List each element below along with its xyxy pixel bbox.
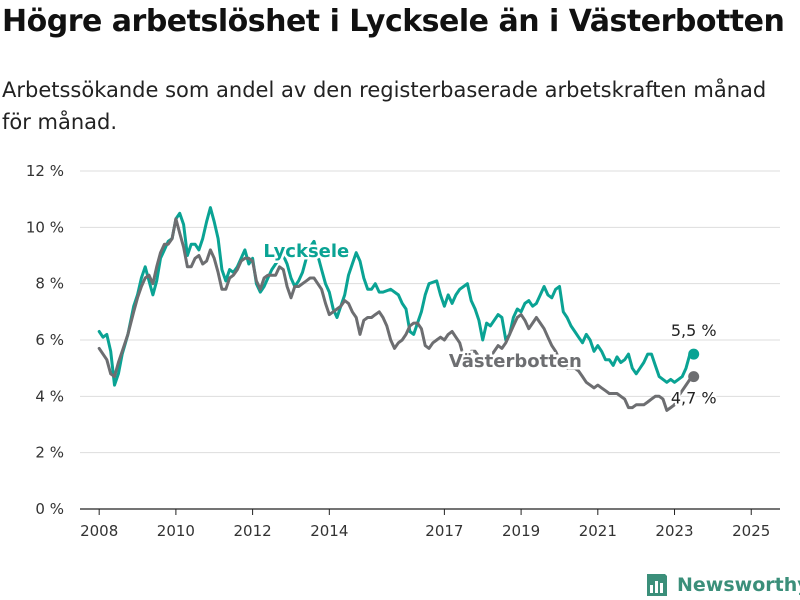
series-layer (97, 206, 700, 412)
y-tick-label: 2 % (35, 444, 64, 462)
page-subtitle: Arbetssökande som andel av den registerb… (2, 78, 767, 134)
y-tick-label: 4 % (35, 387, 64, 405)
series-line-v-sterbotten (97, 217, 696, 412)
y-tick-label: 8 % (35, 275, 64, 293)
x-tick-label: 2023 (655, 522, 693, 540)
x-tick-label: 2019 (502, 522, 540, 540)
end-value-label-lycksele: 5,5 % (671, 321, 717, 340)
y-tick-label: 12 % (26, 162, 64, 180)
end-value-label-vasterbotten: 4,7 % (671, 389, 717, 408)
y-axis-ticks: 0 % 2 % 4 % 6 % 8 % 10 % 12 % (26, 162, 64, 518)
series-label-vasterbotten: Västerbotten (449, 351, 582, 372)
x-tick-label: 2012 (234, 522, 272, 540)
x-tick-label: 2008 (80, 522, 118, 540)
x-tick-label: 2014 (310, 522, 348, 540)
x-tick-label: 2010 (157, 522, 195, 540)
page-title: Högre arbetslöshet i Lycksele än i Väste… (2, 4, 785, 39)
label-layer: Lycksele Västerbotten 5,5 % 4,7 % (261, 238, 719, 409)
grid-layer (80, 170, 780, 454)
brand-logo[interactable]: Newsworthy (645, 570, 800, 600)
y-tick-label: 10 % (26, 218, 64, 236)
y-tick-label: 6 % (35, 331, 64, 349)
series-end-point (688, 348, 700, 360)
x-tick-label: 2021 (579, 522, 617, 540)
series-label-lycksele: Lycksele (263, 241, 349, 262)
series-line-lycksele (97, 206, 696, 387)
brand-name: Newsworthy (677, 574, 800, 596)
newsworthy-logo-icon (647, 574, 667, 596)
x-tick-label: 2025 (732, 522, 770, 540)
series-end-point (688, 371, 700, 383)
x-axis: 2008 2010 2012 2014 2017 2019 2021 2023 2025 (80, 508, 780, 540)
y-tick-label: 0 % (35, 500, 64, 518)
x-tick-label: 2017 (425, 522, 463, 540)
